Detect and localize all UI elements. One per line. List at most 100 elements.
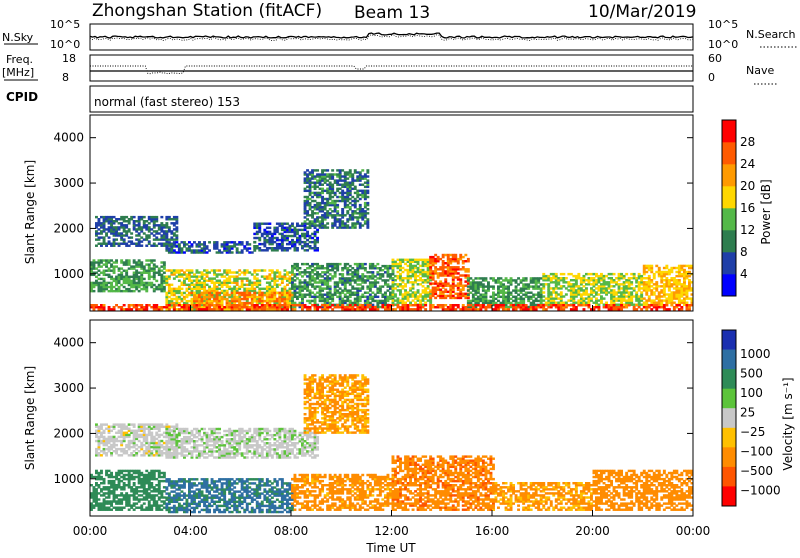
power-cell bbox=[593, 295, 596, 297]
power-cell bbox=[246, 292, 249, 294]
power-cell bbox=[417, 263, 420, 265]
velocity-cell bbox=[108, 446, 111, 448]
power-cell bbox=[316, 296, 319, 298]
power-cell bbox=[339, 196, 342, 198]
power-cell bbox=[193, 249, 196, 251]
power-cell bbox=[233, 275, 236, 277]
power-cell bbox=[311, 241, 314, 243]
power-cell bbox=[336, 204, 339, 206]
power-cell bbox=[630, 297, 633, 299]
power-cell bbox=[439, 304, 442, 306]
power-cell bbox=[165, 230, 168, 232]
power-cell bbox=[103, 284, 106, 286]
power-cell bbox=[409, 275, 412, 277]
power-cell bbox=[329, 285, 332, 287]
power-cell bbox=[326, 173, 329, 175]
power-cell bbox=[193, 241, 196, 243]
power-cell bbox=[125, 259, 128, 261]
power-cell bbox=[231, 271, 234, 273]
power-cell bbox=[316, 292, 319, 294]
power-cell bbox=[670, 297, 673, 299]
power-cell bbox=[346, 292, 349, 294]
power-cell bbox=[276, 304, 279, 306]
power-cell bbox=[186, 275, 189, 277]
power-cell bbox=[472, 279, 475, 281]
power-cell bbox=[419, 269, 422, 271]
power-cell bbox=[246, 302, 249, 304]
power-cell bbox=[510, 292, 513, 294]
power-cell bbox=[301, 225, 304, 227]
power-cell bbox=[605, 281, 608, 283]
power-cell bbox=[201, 306, 204, 308]
power-cell bbox=[296, 263, 299, 265]
power-cell bbox=[316, 186, 319, 188]
power-cell bbox=[261, 292, 264, 294]
power-cell bbox=[354, 216, 357, 218]
power-cell bbox=[361, 296, 364, 298]
power-cell bbox=[135, 238, 138, 240]
power-cell bbox=[414, 277, 417, 279]
power-cell bbox=[603, 275, 606, 277]
velocity-cell bbox=[115, 440, 118, 442]
power-cell bbox=[145, 224, 148, 226]
power-cell bbox=[168, 300, 171, 302]
power-cell bbox=[477, 300, 480, 302]
power-cell bbox=[311, 292, 314, 294]
power-cell bbox=[588, 281, 591, 283]
power-cell bbox=[291, 269, 294, 271]
power-cell bbox=[527, 285, 530, 287]
power-cell bbox=[248, 294, 251, 296]
power-cell bbox=[198, 275, 201, 277]
power-cell bbox=[620, 302, 623, 304]
power-cell bbox=[294, 267, 297, 269]
power-cell bbox=[444, 308, 447, 310]
power-cell bbox=[168, 218, 171, 220]
power-cell bbox=[153, 234, 156, 236]
power-cell bbox=[258, 280, 261, 282]
power-cell bbox=[140, 304, 143, 306]
power-cell bbox=[605, 302, 608, 304]
power-cell bbox=[366, 186, 369, 188]
power-cell bbox=[537, 300, 540, 302]
power-cell bbox=[181, 306, 184, 308]
power-cell bbox=[329, 173, 332, 175]
power-cell bbox=[603, 287, 606, 289]
power-cell bbox=[635, 304, 638, 306]
power-cell bbox=[638, 287, 641, 289]
power-cell bbox=[517, 294, 520, 296]
power-cell bbox=[130, 243, 133, 245]
power-cell bbox=[103, 226, 106, 228]
power-cell bbox=[246, 243, 249, 245]
power-cell bbox=[253, 294, 256, 296]
power-cell bbox=[419, 277, 422, 279]
power-cell bbox=[344, 267, 347, 269]
power-cell bbox=[329, 186, 332, 188]
power-cell bbox=[321, 294, 324, 296]
power-cell bbox=[326, 184, 329, 186]
power-cell bbox=[341, 184, 344, 186]
power-cell bbox=[530, 281, 533, 283]
power-cell bbox=[110, 259, 113, 261]
power-cell bbox=[520, 304, 523, 306]
power-cell bbox=[429, 291, 432, 293]
power-cell bbox=[469, 281, 472, 283]
power-cell bbox=[273, 280, 276, 282]
power-cell bbox=[507, 281, 510, 283]
power-cell bbox=[527, 283, 530, 285]
power-cell bbox=[158, 243, 161, 245]
power-cell bbox=[374, 285, 377, 287]
power-cell bbox=[397, 304, 400, 306]
power-cell bbox=[115, 284, 118, 286]
power-cell bbox=[175, 234, 178, 236]
power-cell bbox=[638, 277, 641, 279]
power-cell bbox=[575, 308, 578, 310]
power-cell bbox=[311, 216, 314, 218]
power-cell bbox=[143, 216, 146, 218]
power-cell bbox=[349, 226, 352, 228]
power-cell bbox=[304, 196, 307, 198]
power-cell bbox=[304, 241, 307, 243]
power-cell bbox=[417, 295, 420, 297]
power-cell bbox=[364, 186, 367, 188]
power-cell bbox=[407, 297, 410, 299]
power-cell bbox=[128, 278, 131, 280]
